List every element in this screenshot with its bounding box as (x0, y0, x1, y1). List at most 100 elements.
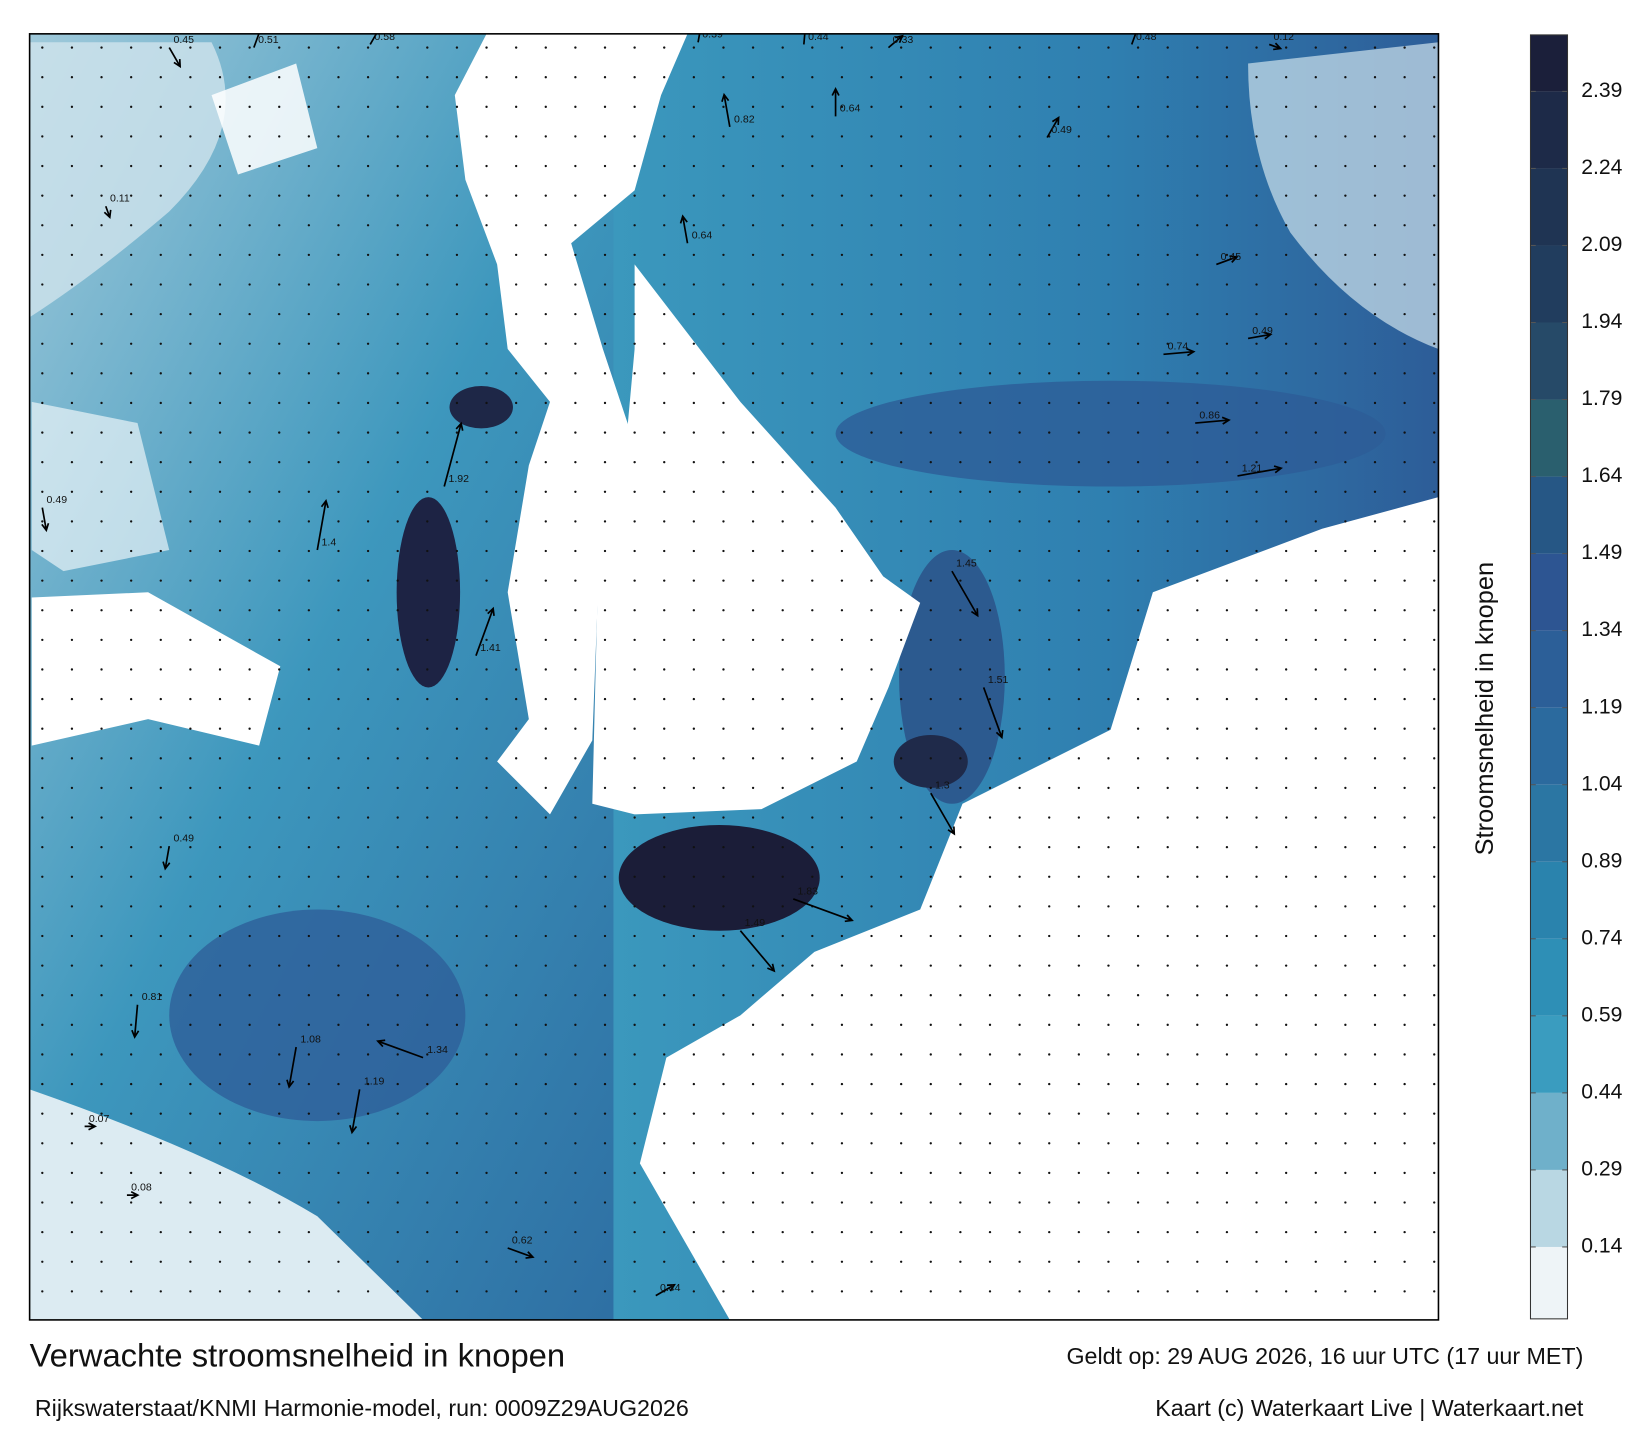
grid-dot (455, 757, 459, 760)
grid-dot (514, 312, 518, 316)
grid-dot (1048, 757, 1051, 760)
grid-dot (1107, 1201, 1110, 1204)
grid-dot (41, 105, 44, 108)
grid-dot (811, 845, 814, 849)
grid-dot (574, 786, 577, 790)
grid-dot (337, 490, 340, 493)
grid-dot (1433, 105, 1436, 108)
grid-dot (159, 342, 162, 345)
grid-dot (41, 1171, 44, 1175)
grid-dot (929, 342, 932, 345)
grid-dot (337, 994, 340, 997)
grid-dot (870, 1230, 873, 1234)
grid-dot (485, 964, 488, 967)
grid-dot (1166, 342, 1169, 345)
grid-dot (1048, 283, 1051, 286)
grid-dot (337, 964, 340, 967)
grid-dot (1255, 135, 1258, 138)
grid-dot (337, 76, 340, 79)
grid-dot (959, 875, 962, 878)
grid-dot (899, 1230, 903, 1234)
colorbar-band (1530, 630, 1568, 708)
grid-dot (1255, 342, 1258, 345)
grid-dot (1107, 283, 1110, 286)
colorbar-band (1530, 476, 1568, 554)
grid-dot (544, 727, 547, 730)
grid-dot (189, 224, 192, 227)
grid-dot (100, 697, 103, 701)
grid-dot (129, 757, 133, 760)
grid-dot (396, 283, 399, 286)
grid-dot (929, 934, 932, 938)
grid-dot (278, 549, 281, 553)
grid-dot (514, 194, 518, 197)
grid-dot (455, 194, 459, 197)
grid-dot (988, 549, 992, 553)
grid-dot (1166, 905, 1169, 908)
grid-dot (159, 875, 162, 878)
grid-dot (1344, 1023, 1347, 1026)
grid-dot (514, 1053, 518, 1056)
grid-dot (396, 668, 399, 671)
grid-dot (959, 372, 962, 375)
grid-dot (722, 905, 725, 908)
grid-dot (1344, 372, 1347, 375)
grid-dot (781, 431, 784, 434)
grid-dot (899, 638, 903, 642)
current-arrow (739, 930, 776, 973)
grid-dot (396, 1142, 399, 1145)
current-arrow (930, 792, 956, 836)
grid-dot (218, 224, 222, 227)
grid-dot (544, 224, 547, 227)
grid-dot (41, 638, 44, 642)
grid-dot (929, 312, 932, 316)
grid-dot (41, 283, 44, 286)
grid-dot (1166, 1053, 1169, 1056)
grid-dot (1344, 1201, 1347, 1204)
grid-dot (337, 875, 340, 878)
grid-dot (722, 964, 725, 967)
grid-dot (366, 342, 370, 345)
grid-dot (366, 549, 370, 553)
current-arrow (1237, 465, 1283, 477)
grid-dot (781, 609, 784, 612)
grid-dot (396, 164, 399, 168)
grid-dot (751, 757, 755, 760)
grid-dot (544, 638, 547, 642)
grid-dot (663, 312, 666, 316)
grid-dot (514, 105, 518, 108)
grid-dot (248, 816, 251, 819)
grid-dot (1373, 1171, 1377, 1175)
grid-dot (485, 1082, 488, 1086)
grid-dot (1284, 1142, 1288, 1145)
grid-dot (1284, 342, 1288, 345)
grid-dot (1107, 757, 1110, 760)
grid-dot (988, 76, 992, 79)
grid-dot (959, 964, 962, 967)
grid-dot (337, 401, 340, 405)
grid-dot (307, 964, 311, 967)
grid-dot (1196, 283, 1199, 286)
grid-dot (1403, 816, 1406, 819)
grid-dot (633, 875, 636, 878)
current-arrow (1130, 33, 1137, 45)
grid-dot (751, 520, 755, 523)
grid-dot (159, 490, 162, 493)
grid-dot (1107, 697, 1110, 701)
grid-dot (1048, 1260, 1051, 1263)
grid-dot (633, 164, 636, 168)
grid-dot (751, 1290, 755, 1293)
grid-dot (485, 549, 488, 553)
grid-dot (1225, 579, 1229, 582)
land (639, 497, 1439, 1320)
grid-dot (633, 757, 636, 760)
grid-dot (1166, 312, 1169, 316)
grid-dot (1403, 46, 1406, 49)
grid-dot (1403, 520, 1406, 523)
grid-dot (1225, 431, 1229, 434)
grid-dot (278, 697, 281, 701)
grid-dot (337, 164, 340, 168)
grid-dot (396, 549, 399, 553)
grid-dot (781, 668, 784, 671)
grid-dot (366, 461, 370, 464)
